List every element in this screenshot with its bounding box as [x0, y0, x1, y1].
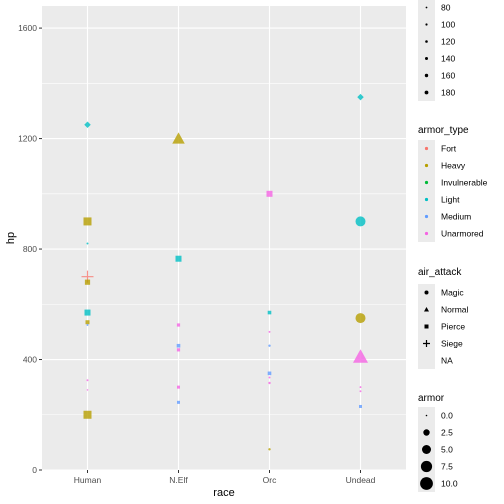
data-point [359, 404, 362, 408]
legend-label: 120 [441, 37, 455, 47]
legend-color-circle [424, 231, 429, 236]
data-point [175, 255, 182, 262]
data-point [83, 410, 92, 419]
x-tick-label: Orc [263, 475, 277, 485]
data-point [268, 344, 271, 347]
legend-label: Pierce [441, 322, 465, 332]
data-point [176, 343, 181, 348]
legend-size-circle [420, 460, 433, 473]
grid-lines [42, 6, 406, 471]
x-tick-label: Undead [346, 475, 376, 485]
legend-label: Heavy [441, 161, 466, 171]
data-point [85, 320, 90, 325]
data-point [355, 216, 366, 227]
legend-label: 160 [441, 71, 455, 81]
legend-size-circle [425, 23, 428, 26]
legend-label: Siege [441, 339, 463, 349]
data-point [268, 448, 271, 451]
data-point [177, 400, 180, 404]
legend-label: 5.0 [441, 445, 453, 455]
legend-size-circle [425, 414, 428, 417]
y-tick-label: 1600 [18, 23, 37, 33]
legend-label: Normal [441, 305, 469, 315]
data-point [268, 381, 271, 385]
legend-color-circle [424, 146, 429, 151]
data-point [268, 376, 271, 379]
legend-color-circle [424, 180, 429, 185]
data-point [86, 242, 89, 245]
legend-label: 180 [441, 88, 455, 98]
legend-size-circle [425, 40, 428, 43]
data-point [86, 324, 89, 326]
y-tick-label: 0 [32, 465, 37, 475]
legend-label: 2.5 [441, 428, 453, 438]
legend: 80 100 120 140 160 180 armor_type Fort Heavy Invu… [418, 0, 488, 492]
data-point [84, 309, 91, 316]
y-axis-title: hp [5, 232, 17, 244]
data-point [83, 217, 92, 226]
legend-label: Light [441, 195, 460, 205]
data-point [353, 349, 368, 363]
panel-background [42, 6, 406, 470]
legend-shape [424, 290, 429, 295]
legend-label: Fort [441, 144, 457, 154]
legend-label: Unarmored [441, 229, 484, 239]
legend-title: air_attack [418, 267, 462, 278]
legend-title: armor [418, 393, 445, 404]
legend-key-background [418, 352, 435, 369]
data-point [86, 389, 89, 391]
legend-label: 7.5 [441, 462, 453, 472]
data-point [172, 132, 185, 144]
legend-label: 10.0 [441, 479, 458, 489]
legend-label: 100 [441, 20, 455, 30]
legend-label: NA [441, 356, 453, 366]
legend-color-circle [424, 163, 429, 168]
data-point [268, 330, 271, 333]
y-tick-label: 1200 [18, 134, 37, 144]
data-point [176, 323, 181, 327]
legend-size-circle [425, 57, 428, 60]
data-point [355, 313, 366, 324]
axes: 0 400 800 1200 1600 Human N.Elf Orc Undead [18, 23, 376, 485]
data-points [81, 93, 368, 451]
legend-color-circle [424, 214, 429, 219]
data-point [267, 310, 272, 315]
data-point [177, 385, 180, 389]
data-point [359, 386, 362, 389]
x-tick-label: Human [74, 475, 102, 485]
legend-size-circle [424, 73, 429, 78]
y-tick-label: 800 [23, 244, 37, 254]
data-point [359, 390, 362, 393]
x-axis-title: race [213, 487, 234, 499]
legend-label: Medium [441, 212, 471, 222]
data-point [267, 371, 272, 376]
legend-size-circle [424, 90, 429, 95]
legend-label: Invulnerable [441, 178, 488, 188]
legend-label: Magic [441, 288, 464, 298]
data-point [266, 190, 273, 197]
legend-shape [424, 307, 429, 312]
data-point [176, 348, 181, 352]
legend-size-circle [422, 445, 431, 454]
legend-size-circle [425, 6, 428, 9]
legend-label: 0.0 [441, 411, 453, 421]
legend-label: 80 [441, 3, 451, 13]
data-point [84, 121, 91, 129]
legend-label: 140 [441, 54, 455, 64]
legend-title: armor_type [418, 125, 469, 136]
data-point [84, 279, 91, 285]
legend-color-circle [424, 197, 429, 202]
legend-shape [423, 340, 430, 347]
x-tick-label: N.Elf [169, 475, 188, 485]
data-point [86, 379, 89, 382]
y-tick-label: 400 [23, 355, 37, 365]
data-point [357, 93, 364, 101]
legend-size-circle [420, 477, 433, 490]
legend-shape [424, 324, 429, 329]
legend-size-circle [423, 429, 430, 436]
